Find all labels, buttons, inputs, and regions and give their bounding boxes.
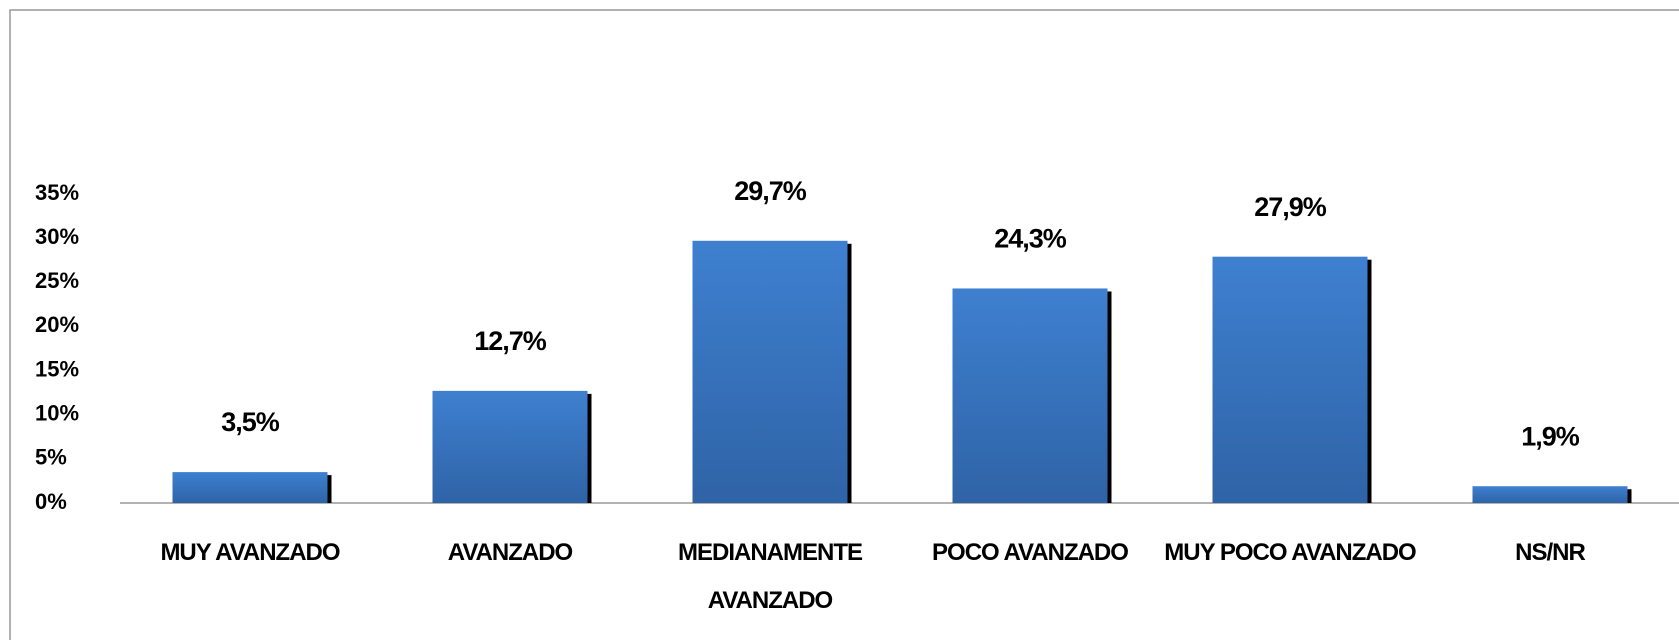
bar [952,288,1108,503]
value-label: 27,9% [1254,192,1327,222]
chart-border [9,9,1679,640]
y-tick-label: 5% [35,445,67,470]
y-tick-label: 25% [35,268,79,293]
x-tick-label: NS/NR [1515,539,1586,566]
value-label: 12,7% [474,326,547,356]
bar [432,390,588,503]
y-tick-label: 10% [35,401,79,426]
value-label: 3,5% [221,407,280,437]
value-label: 29,7% [734,176,807,206]
bar [1472,486,1628,503]
y-tick-label: 20% [35,312,79,337]
y-tick-label: 15% [35,356,79,381]
bar [692,240,848,503]
x-tick-label: MUY POCO AVANZADO [1164,539,1416,566]
x-tick-label: MEDIANAMENTE AVANZADO [678,539,863,614]
y-tick-label: 0% [35,489,67,514]
bar [172,472,328,503]
y-tick-label: 30% [35,224,79,249]
value-label: 24,3% [994,224,1067,254]
value-label: 1,9% [1521,421,1580,451]
bar [1212,256,1368,503]
x-tick-label: MUY AVANZADO [160,539,340,566]
x-tick-label: POCO AVANZADO [932,539,1129,566]
y-tick-label: 35% [35,180,79,205]
x-tick-label: AVANZADO [447,539,573,566]
